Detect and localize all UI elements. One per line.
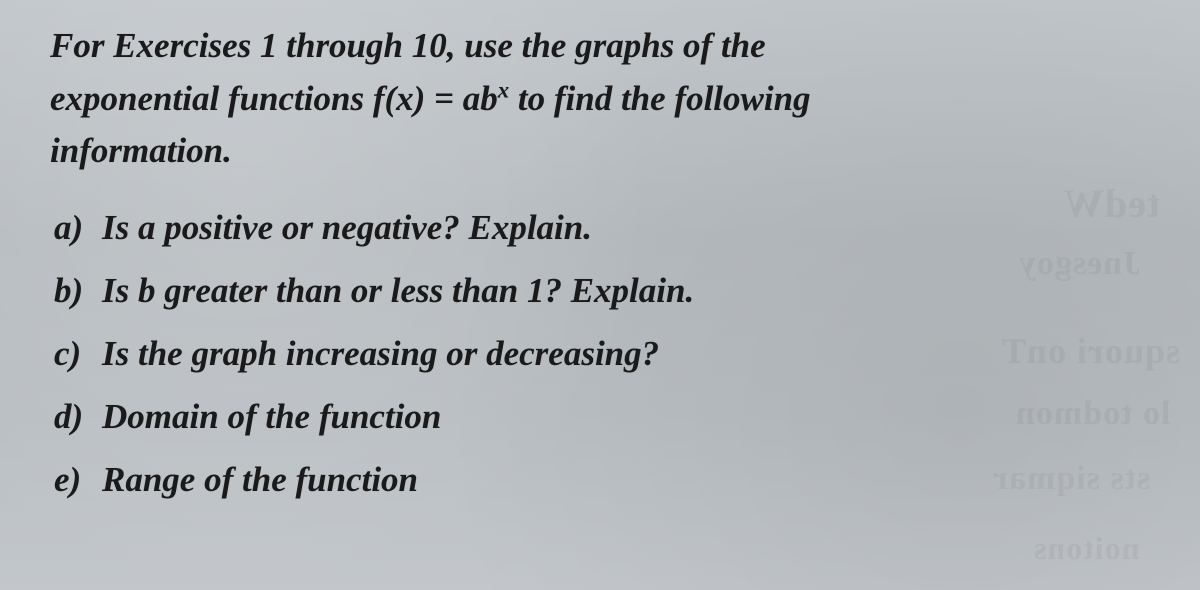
instructions-line2-pre: exponential functions [50, 79, 373, 118]
question-text: Is b greater than or less than 1? Explai… [102, 259, 1160, 322]
instructions-block: For Exercises 1 through 10, use the grap… [50, 20, 1160, 178]
bleed-through-text: noitons [1033, 530, 1140, 567]
question-text: Is the graph increasing or decreasing? [102, 322, 1160, 385]
instructions-line1: For Exercises 1 through 10, use the grap… [50, 26, 766, 65]
question-list: a) Is a positive or negative? Explain. b… [50, 196, 1160, 511]
question-label: a) [54, 196, 102, 259]
question-text: Domain of the function [102, 385, 1160, 448]
question-a: a) Is a positive or negative? Explain. [54, 196, 1160, 259]
question-label: b) [54, 259, 102, 322]
instructions-line3: information. [50, 131, 232, 170]
exercise-page: For Exercises 1 through 10, use the grap… [0, 0, 1200, 531]
function-eq: = [425, 79, 462, 118]
question-b: b) Is b greater than or less than 1? Exp… [54, 259, 1160, 322]
function-rhs-exp: x [498, 77, 509, 102]
question-label: d) [54, 385, 102, 448]
question-label: c) [54, 322, 102, 385]
question-text: Is a positive or negative? Explain. [102, 196, 1160, 259]
question-e: e) Range of the function [54, 448, 1160, 511]
question-d: d) Domain of the function [54, 385, 1160, 448]
function-rhs-base: ab [463, 79, 498, 118]
question-c: c) Is the graph increasing or decreasing… [54, 322, 1160, 385]
instructions-line2-post: to find the following [509, 79, 810, 118]
question-label: e) [54, 448, 102, 511]
question-text: Range of the function [102, 448, 1160, 511]
function-lhs: f(x) [373, 79, 425, 118]
